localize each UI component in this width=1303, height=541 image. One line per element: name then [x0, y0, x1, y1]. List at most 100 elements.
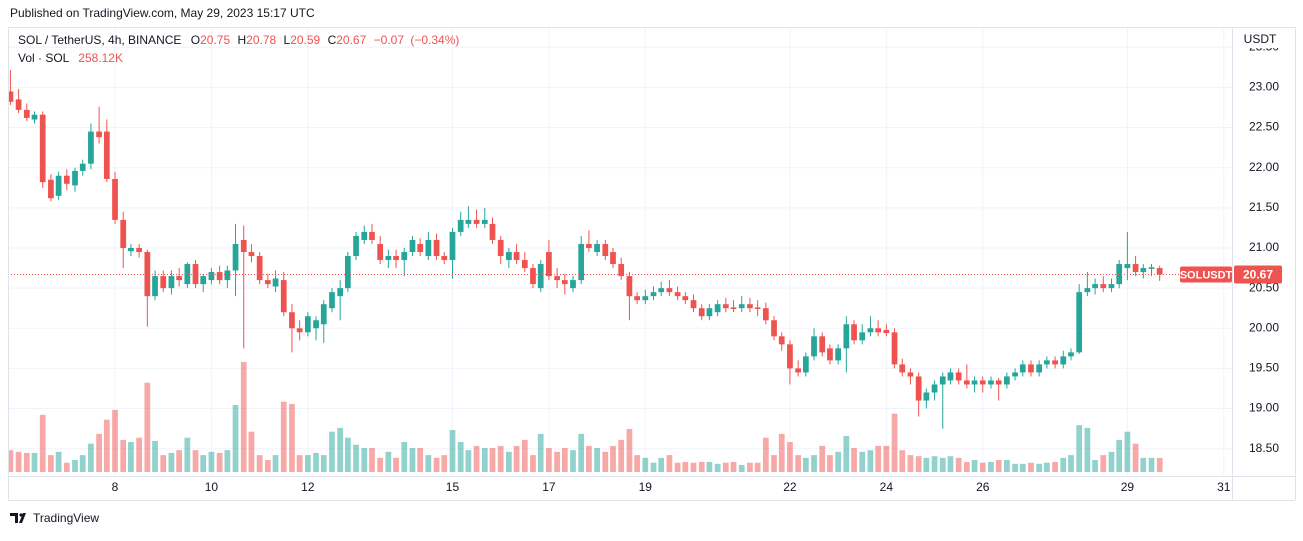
volume-bar [521, 439, 528, 472]
volume-bar [409, 448, 416, 472]
volume-panel [8, 362, 1163, 472]
candle-body [891, 332, 898, 365]
candle-body [8, 91, 14, 102]
volume-bar [481, 448, 488, 472]
candle-body [264, 280, 271, 285]
candle-body [457, 219, 464, 232]
price-axis-box [1234, 265, 1282, 284]
candle-body [546, 252, 552, 277]
candle-body [361, 231, 368, 240]
volume-bar [72, 460, 78, 472]
candle-body [979, 380, 986, 385]
candle-body [1036, 364, 1043, 373]
volume-bar [441, 455, 448, 472]
volume-bar [754, 462, 761, 472]
volume-bar [971, 460, 978, 472]
volume-bar [23, 452, 30, 472]
candle-body [586, 243, 592, 248]
last-price-label: 20.67 [1243, 268, 1273, 282]
candle-body [795, 368, 801, 373]
volume-bar [939, 457, 946, 472]
volume-bar [1116, 439, 1123, 472]
candle-body [875, 328, 882, 333]
candle-body [473, 219, 480, 224]
candle-body [1156, 268, 1163, 275]
candle-body [1060, 356, 1067, 365]
volume-bar [136, 437, 142, 472]
candle-body [216, 272, 223, 281]
candle-body [497, 239, 504, 257]
candle-body [88, 131, 94, 164]
volume-bar [240, 362, 247, 472]
candle-body [377, 243, 384, 261]
volume-bar [417, 448, 424, 472]
volume-bar [963, 461, 970, 472]
candle-body [561, 280, 568, 285]
volume-bar [955, 457, 962, 472]
candle-body [232, 243, 239, 271]
volume-bar [55, 451, 62, 472]
candle-body [489, 223, 496, 240]
candle-body [682, 296, 689, 301]
volume-bar [1148, 457, 1155, 472]
volume-bar [353, 444, 359, 472]
candle-body [626, 276, 633, 297]
volume-bar [1012, 463, 1018, 472]
candle-body [337, 288, 344, 297]
candle-body [730, 307, 737, 310]
volume-bar [465, 450, 472, 472]
candle-body [304, 316, 311, 333]
volume-bar [1004, 460, 1010, 472]
volume-bar [610, 445, 616, 472]
volume-bar [289, 403, 295, 472]
logo-dot [19, 513, 23, 517]
volume-bar [714, 463, 721, 472]
volume-bar [682, 461, 689, 472]
x-tick-label: 29 [1121, 480, 1135, 494]
volume-bar [248, 431, 255, 472]
volume-bar [570, 450, 576, 472]
candle-body [465, 219, 472, 224]
volume-bar [88, 443, 94, 472]
volume-bar [642, 457, 649, 472]
x-tick-label: 19 [639, 480, 653, 494]
price-label-box [1180, 266, 1232, 283]
ohlc-key: H [237, 33, 246, 47]
candle-body [1044, 360, 1050, 365]
volume-bar [650, 462, 657, 472]
candle-body [923, 392, 930, 401]
volume-bar [819, 445, 826, 472]
y-tick-label: 21.50 [1249, 200, 1279, 214]
volume-bar [1132, 443, 1139, 472]
candle-body [224, 270, 231, 281]
volume-bar [280, 401, 287, 472]
volume-bar [530, 455, 536, 472]
volume-bar [152, 440, 158, 472]
candle-body [859, 332, 866, 341]
candle-body [313, 320, 319, 329]
ohlc-key: L [284, 33, 291, 47]
candle-body [618, 264, 625, 277]
volume-bar [176, 450, 183, 472]
volume-bar [232, 405, 239, 472]
volume-bar [337, 427, 344, 472]
volume-bar [313, 452, 319, 472]
change: −0.07 [374, 33, 405, 47]
candle-body [506, 252, 512, 261]
volume-bar [546, 448, 552, 472]
candle-body [1076, 292, 1083, 353]
candle-body [578, 243, 585, 281]
volume-bar [995, 460, 1002, 472]
volume-bar [835, 451, 842, 472]
candle-body [128, 247, 134, 252]
volume-bar [377, 457, 384, 472]
volume-bar [184, 437, 191, 472]
candle-body [248, 252, 255, 257]
volume-bar [1100, 455, 1107, 472]
volume-bar [264, 460, 271, 472]
candle-body [160, 276, 167, 289]
volume-bar [128, 442, 134, 472]
volume-bar [658, 457, 665, 472]
volume-bar [778, 433, 785, 472]
